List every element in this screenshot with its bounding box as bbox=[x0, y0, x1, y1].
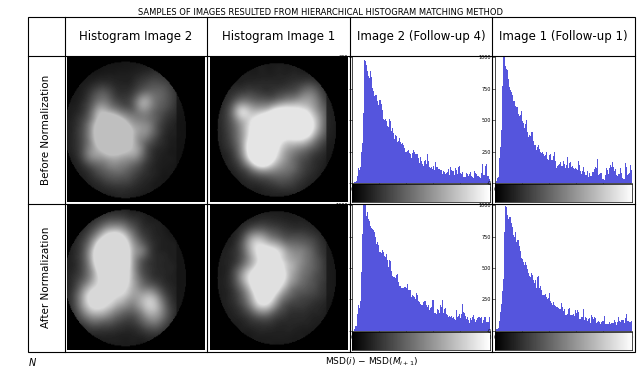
Text: MSD$(i)$ $-$ MSD$(M_{i+1})$: MSD$(i)$ $-$ MSD$(M_{i+1})$ bbox=[324, 355, 418, 368]
Text: Histogram Image 2: Histogram Image 2 bbox=[79, 30, 193, 43]
Text: Image 1 (Follow-up 1): Image 1 (Follow-up 1) bbox=[499, 30, 628, 43]
Text: After Normalization: After Normalization bbox=[41, 227, 51, 328]
Text: SAMPLES OF IMAGES RESULTED FROM HIERARCHICAL HISTOGRAM MATCHING METHOD: SAMPLES OF IMAGES RESULTED FROM HIERARCH… bbox=[138, 8, 502, 17]
Text: Before Normalization: Before Normalization bbox=[41, 75, 51, 185]
Text: Image 2 (Follow-up 4): Image 2 (Follow-up 4) bbox=[356, 30, 485, 43]
Text: Histogram Image 1: Histogram Image 1 bbox=[222, 30, 335, 43]
Text: N: N bbox=[28, 357, 36, 368]
